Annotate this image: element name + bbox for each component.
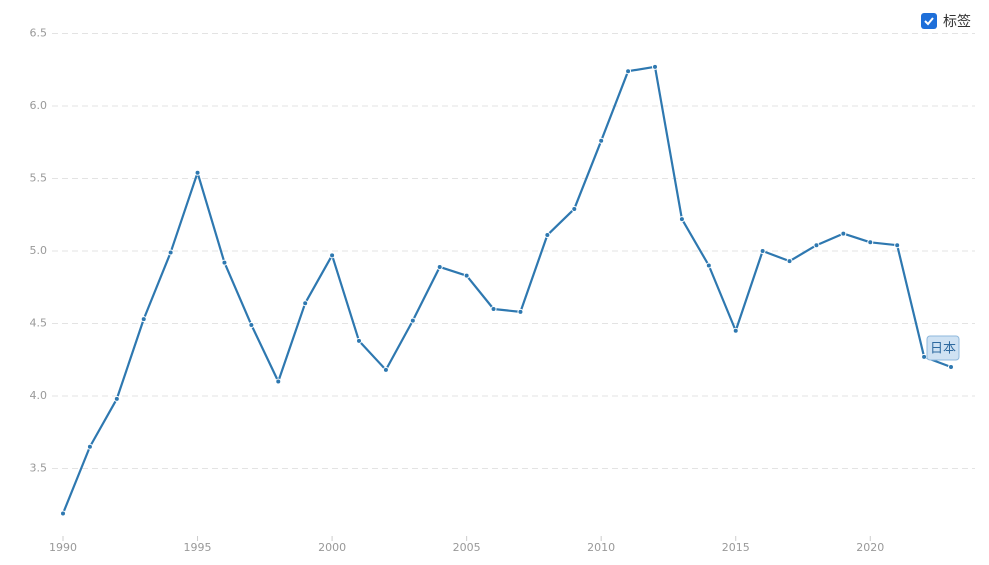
data-point: [382, 366, 389, 373]
data-point: [60, 510, 66, 517]
data-point: [302, 300, 309, 307]
toggle-label: 标签: [943, 14, 971, 30]
y-tick-label: 4.5: [30, 317, 48, 330]
data-point: [867, 239, 874, 246]
data-point: [409, 317, 416, 324]
data-point: [598, 137, 605, 144]
data-point: [517, 308, 524, 315]
data-point: [544, 232, 551, 239]
x-tick-label: 2000: [318, 541, 346, 554]
data-point: [221, 259, 228, 266]
data-point: [705, 262, 712, 269]
data-point: [678, 216, 685, 223]
y-tick-label: 6.5: [30, 27, 48, 40]
y-tick-label: 6.0: [30, 99, 48, 112]
data-point: [248, 321, 255, 328]
data-point: [275, 378, 282, 385]
data-point: [356, 337, 362, 344]
check-icon: [924, 17, 934, 26]
data-point: [571, 205, 578, 212]
checkbox[interactable]: [921, 13, 937, 29]
data-point: [436, 263, 443, 270]
label-toggle[interactable]: 标签: [921, 11, 971, 31]
data-point: [463, 272, 470, 279]
data-point: [329, 252, 336, 259]
x-tick-label: 2015: [722, 541, 750, 554]
data-point: [140, 316, 147, 323]
x-tick-label: 1990: [49, 541, 77, 554]
y-tick-label: 5.5: [30, 172, 48, 185]
y-tick-label: 4.0: [30, 389, 48, 402]
data-point: [194, 169, 201, 176]
series-label: 日本: [930, 342, 956, 357]
data-point: [113, 395, 120, 402]
x-tick-label: 2005: [453, 541, 481, 554]
series-line: [61, 65, 952, 514]
y-tick-label: 5.0: [30, 244, 48, 257]
data-point: [732, 327, 739, 334]
data-point: [840, 230, 847, 237]
data-point: [921, 353, 928, 360]
data-point: [759, 248, 766, 254]
series-label-box: [926, 335, 960, 361]
x-tick-label: 1995: [184, 541, 212, 554]
data-point: [86, 443, 93, 450]
data-point: [167, 249, 174, 256]
data-point: [625, 68, 632, 75]
data-point: [652, 63, 658, 70]
data-point: [813, 242, 820, 249]
data-point: [786, 258, 793, 265]
y-tick-label: 3.5: [30, 462, 48, 475]
data-point: [894, 242, 901, 249]
x-tick-label: 2020: [856, 541, 884, 554]
data-point: [490, 306, 497, 312]
data-point: [948, 364, 954, 370]
x-tick-label: 2010: [587, 541, 615, 554]
